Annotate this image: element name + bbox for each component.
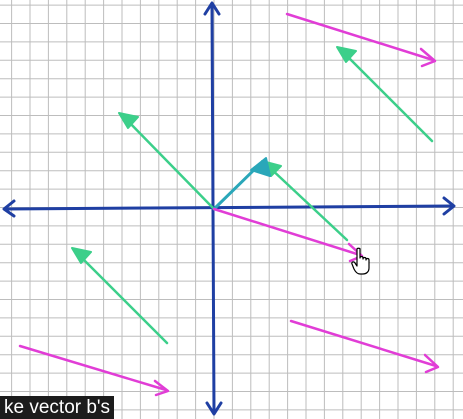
- subtitle-caption: ke vector b's: [0, 396, 115, 419]
- vector-b-arrows: [18, 12, 440, 397]
- hand-pointer-icon: [351, 247, 370, 275]
- vector-a-arrow-upper-right: [336, 46, 434, 143]
- y-axis-top-arrowhead: [203, 1, 221, 16]
- x-axis-left-arrowhead: [2, 199, 16, 218]
- vector-a-arrow-lower-left: [71, 247, 169, 345]
- vector-a-arrows: [71, 46, 434, 345]
- resultant-vector-arrow: [212, 157, 271, 211]
- vector-b-arrow-top: [285, 12, 437, 68]
- x-axis: [4, 204, 454, 211]
- vector-b-arrow-bottom-right: [289, 319, 440, 374]
- y-axis-bottom-arrowhead: [205, 401, 223, 416]
- vector-b-arrow-bottom-left: [18, 344, 170, 397]
- vector-a-arrow-origin: [118, 112, 216, 211]
- coordinate-axes: [2, 1, 456, 416]
- x-axis-right-arrowhead: [442, 196, 456, 216]
